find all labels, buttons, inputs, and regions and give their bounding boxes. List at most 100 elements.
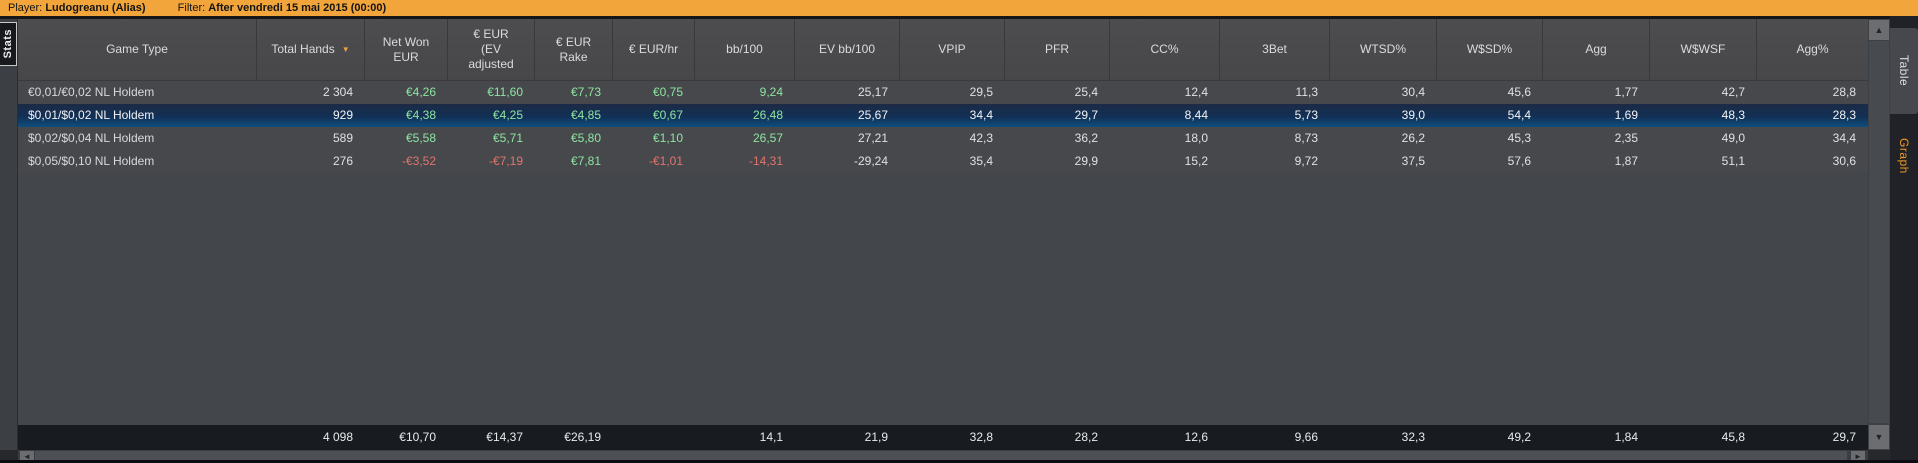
table-row[interactable]: $0,01/$0,02 NL Holdem 929 €4,38 €4,25 €4,85 €… — [18, 104, 1868, 127]
tab-graph[interactable]: Graph — [1890, 116, 1918, 196]
stat-cell-pfr: 28,2 — [1074, 430, 1098, 444]
header-cell-eur_ev_adjusted[interactable]: € EUR (EV adjusted — [448, 19, 535, 80]
stat-cell-eur_ev_adjusted: €14,37 — [486, 430, 523, 444]
stat-cell-ev_bb_100: 25,17 — [857, 85, 888, 99]
stat-cell-three_bet: 5,73 — [1294, 108, 1318, 122]
stat-cell-wwsf: 42,7 — [1721, 85, 1745, 99]
scroll-right-icon[interactable]: ► — [1851, 451, 1865, 462]
stat-cell-eur_rake: €7,73 — [570, 85, 601, 99]
vertical-scrollbar[interactable]: ▲ ▼ — [1868, 19, 1890, 450]
header-label: WTSD% — [1360, 42, 1406, 56]
header-cell-agg[interactable]: Agg — [1543, 19, 1650, 80]
header-label: € EUR/hr — [628, 42, 679, 56]
stat-cell-cc_pct: 8,44 — [1184, 108, 1208, 122]
stat-cell-ev_bb_100: -29,24 — [853, 154, 888, 168]
header-cell-cc_pct[interactable]: CC% — [1110, 19, 1220, 80]
vertical-scrollbar-thumb[interactable] — [1869, 41, 1889, 423]
header-label: Agg% — [1796, 42, 1829, 56]
stat-cell-total_hands: 4 098 — [322, 430, 353, 444]
scroll-left-icon[interactable]: ◄ — [20, 451, 34, 462]
stat-cell-cc_pct: 12,4 — [1184, 85, 1208, 99]
stat-cell-eur_rake: €7,81 — [570, 154, 601, 168]
stat-cell-bb_100: -14,31 — [748, 154, 783, 168]
stat-cell-ev_bb_100: 21,9 — [864, 430, 888, 444]
header-cell-wtsd_pct[interactable]: WTSD% — [1330, 19, 1437, 80]
stat-cell-eur_ev_adjusted: €4,25 — [492, 108, 523, 122]
header-label: bb/100 — [726, 42, 763, 56]
header-label: € EUR (EV adjusted — [468, 27, 514, 71]
stat-cell-pfr: 36,2 — [1074, 131, 1098, 145]
stat-cell-wtsd_pct: 32,3 — [1401, 430, 1425, 444]
header-cell-eur_hr[interactable]: € EUR/hr — [613, 19, 695, 80]
stat-cell-agg_pct: 30,6 — [1832, 154, 1856, 168]
stat-cell-wwsf: 48,3 — [1721, 108, 1745, 122]
stat-cell-agg_pct: 28,8 — [1832, 85, 1856, 99]
stat-cell-vpip: 29,5 — [969, 85, 993, 99]
stat-cell-ev_bb_100: 27,21 — [857, 131, 888, 145]
stat-cell-wwsf: 49,0 — [1721, 131, 1745, 145]
stat-cell-three_bet: 11,3 — [1295, 85, 1318, 99]
header-cell-wsd_pct[interactable]: W$SD% — [1437, 19, 1543, 80]
header-cell-three_bet[interactable]: 3Bet — [1220, 19, 1330, 80]
stat-cell-wtsd_pct: 30,4 — [1401, 85, 1425, 99]
tab-stats[interactable]: Stats — [0, 22, 17, 66]
stat-cell-pfr: 25,4 — [1074, 85, 1098, 99]
game-type-cell: $0,01/$0,02 NL Holdem — [28, 108, 155, 122]
stat-cell-net_won_eur: €4,26 — [405, 85, 436, 99]
horizontal-scrollbar-thumb[interactable] — [35, 451, 1847, 462]
header-cell-pfr[interactable]: PFR — [1005, 19, 1110, 80]
scroll-down-icon[interactable]: ▼ — [1869, 425, 1889, 449]
horizontal-scrollbar[interactable]: ◄ ► — [18, 450, 1868, 463]
stat-cell-wwsf: 45,8 — [1721, 430, 1745, 444]
tab-table-label: Table — [1897, 55, 1911, 87]
window-bottom-edge — [0, 460, 1918, 463]
header-cell-agg_pct[interactable]: Agg% — [1757, 19, 1868, 80]
stat-cell-net_won_eur: €4,38 — [405, 108, 436, 122]
header-label: VPIP — [938, 42, 966, 56]
stat-cell-wsd_pct: 49,2 — [1507, 430, 1531, 444]
stat-cell-eur_ev_adjusted: €11,60 — [487, 85, 523, 99]
player-label: Player: — [8, 2, 43, 14]
header-cell-net_won_eur[interactable]: Net Won EUR — [365, 19, 448, 80]
header-label: CC% — [1150, 42, 1179, 56]
header-cell-eur_rake[interactable]: € EUR Rake — [535, 19, 613, 80]
header-cell-game_type[interactable]: Game Type — [18, 19, 257, 80]
table-row[interactable]: $0,05/$0,10 NL Holdem 276 -€3,52 -€7,19 €7,8… — [18, 150, 1868, 173]
tab-table[interactable]: Table — [1890, 28, 1918, 114]
stat-cell-net_won_eur: -€3,52 — [401, 154, 436, 168]
header-label: Total Hands — [271, 42, 335, 56]
header-cell-ev_bb_100[interactable]: EV bb/100 — [795, 19, 900, 80]
header-label: Net Won EUR — [382, 34, 430, 64]
header-cell-bb_100[interactable]: bb/100 — [695, 19, 795, 80]
tab-graph-label: Graph — [1897, 138, 1911, 174]
stat-cell-eur_hr: €0,67 — [652, 108, 683, 122]
table-row[interactable]: $0,02/$0,04 NL Holdem 589 €5,58 €5,71 €5,80 €… — [18, 127, 1868, 150]
stat-cell-eur_ev_adjusted: €5,71 — [492, 131, 523, 145]
header-row: Game Type Total Hands ▼ Net Won EUR € EUR (E… — [18, 19, 1868, 81]
header-label: 3Bet — [1262, 42, 1287, 56]
status-bar: Player: Ludogreanu (Alias) Filter: After… — [0, 0, 1918, 16]
game-type-cell: $0,05/$0,10 NL Holdem — [28, 154, 155, 168]
stat-cell-ev_bb_100: 25,67 — [857, 108, 888, 122]
game-type-cell: €0,01/€0,02 NL Holdem — [28, 85, 155, 99]
stat-cell-total_hands: 929 — [332, 108, 353, 122]
header-cell-total_hands[interactable]: Total Hands ▼ — [257, 19, 365, 80]
stat-cell-wsd_pct: 54,4 — [1507, 108, 1531, 122]
divider — [0, 16, 1918, 19]
stat-cell-eur_rake: €5,80 — [570, 131, 601, 145]
stat-cell-wtsd_pct: 26,2 — [1401, 131, 1425, 145]
stats-table: Game Type Total Hands ▼ Net Won EUR € EUR (E… — [18, 19, 1868, 463]
stat-cell-wtsd_pct: 39,0 — [1401, 108, 1425, 122]
stat-cell-eur_hr: €1,10 — [652, 131, 683, 145]
header-cell-wwsf[interactable]: W$WSF — [1650, 19, 1757, 80]
header-cell-vpip[interactable]: VPIP — [900, 19, 1005, 80]
stat-cell-agg: 1,77 — [1614, 85, 1638, 99]
bottom-left-corner — [0, 450, 18, 463]
stat-cell-bb_100: 26,57 — [752, 131, 783, 145]
header-label: Game Type — [106, 42, 168, 56]
stat-cell-total_hands: 276 — [332, 154, 353, 168]
stat-cell-eur_hr: -€1,01 — [648, 154, 683, 168]
scroll-up-icon[interactable]: ▲ — [1869, 20, 1889, 40]
table-row[interactable]: €0,01/€0,02 NL Holdem 2 304 €4,26 €11,60 €7,… — [18, 81, 1868, 104]
filter-label: Filter: — [177, 2, 206, 14]
